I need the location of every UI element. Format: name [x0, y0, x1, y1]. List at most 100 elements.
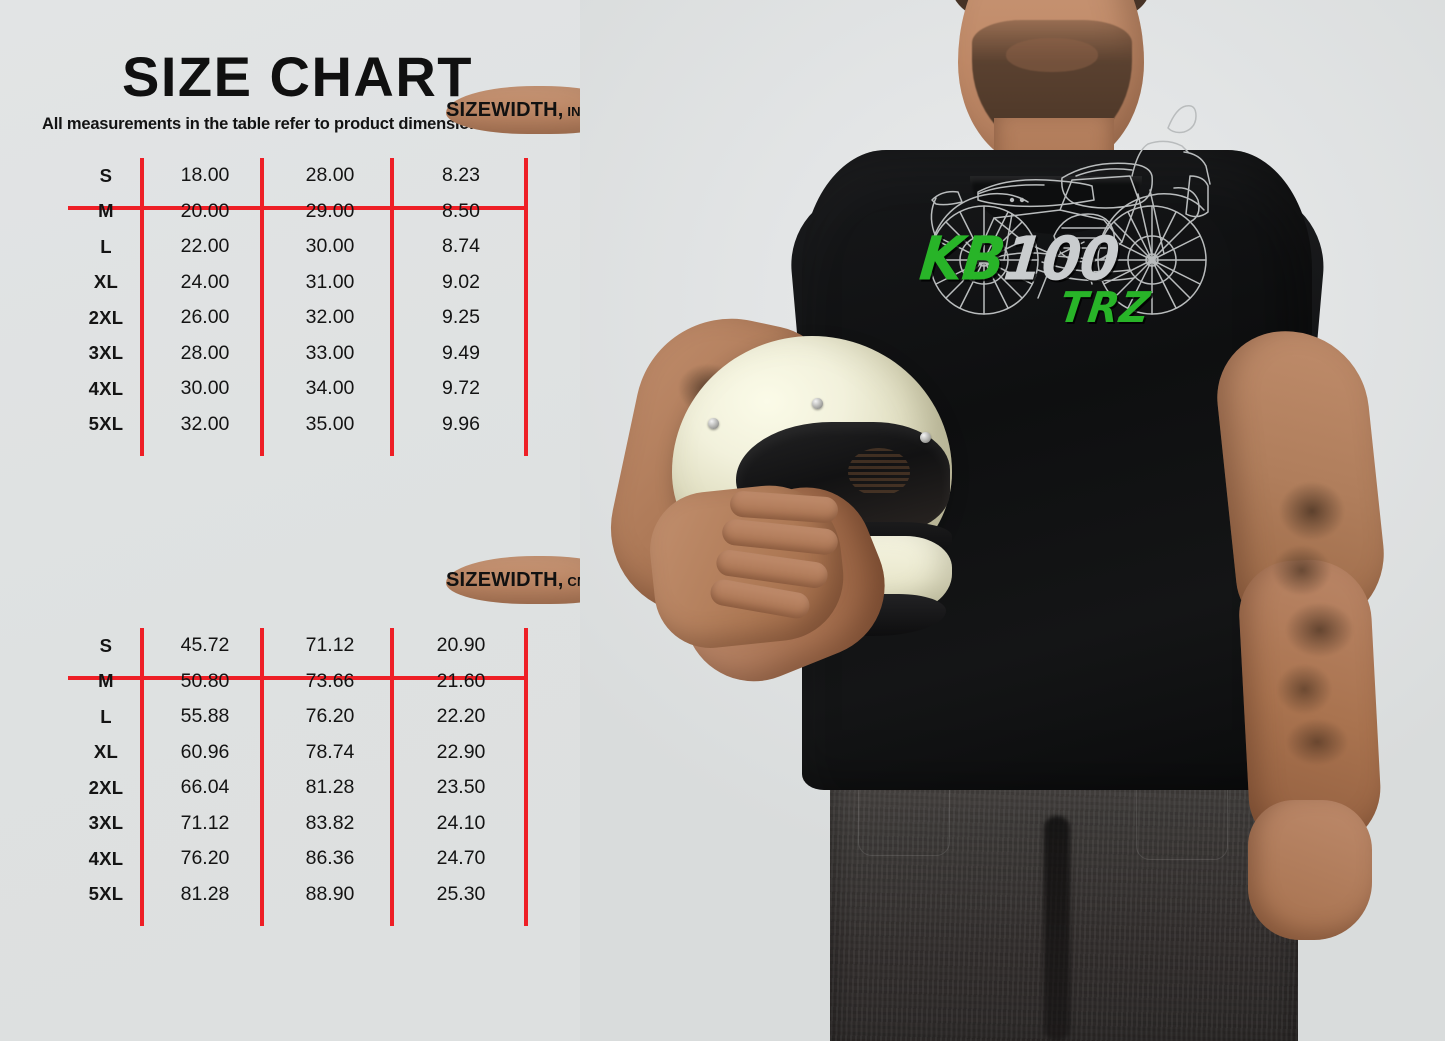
measurement-value: 24.10 [436, 811, 486, 834]
size-label: L [100, 705, 112, 727]
measurement-value: 18.00 [180, 164, 230, 187]
column-header: WIDTH, IN [491, 98, 581, 121]
table-row: 2XL 26.00 32.00 9.25 [68, 300, 528, 336]
model-jeans [830, 756, 1298, 1041]
table-row: L 55.88 76.20 22.20 [68, 699, 528, 735]
measurement-value: 73.66 [305, 669, 355, 692]
measurement-value: 24.70 [436, 847, 486, 870]
model-hand-right [1248, 800, 1372, 940]
size-label: XL [93, 271, 119, 293]
helmet-rivet [812, 398, 823, 409]
measurement-value: 55.88 [180, 705, 230, 728]
table-row: 5XL 32.00 35.00 9.96 [68, 407, 528, 443]
page-title: SIZE CHART [122, 45, 473, 108]
helmet-rivet [920, 432, 931, 443]
size-label: 3XL [88, 342, 124, 364]
measurement-value: 32.00 [180, 412, 230, 435]
measurement-value: 81.28 [180, 882, 230, 905]
size-label: 3XL [88, 812, 124, 834]
size-label: L [100, 235, 112, 257]
measurement-value: 35.00 [305, 412, 355, 435]
measurement-value: 22.00 [180, 235, 230, 258]
measurement-value: 9.96 [442, 412, 480, 435]
jeans-pocket [858, 780, 950, 856]
measurement-value: 76.20 [305, 705, 355, 728]
measurement-value: 66.04 [180, 776, 230, 799]
table-row: 4XL 76.20 86.36 24.70 [68, 841, 528, 877]
table-row: M 20.00 29.00 8.50 [68, 194, 528, 230]
size-label: 2XL [88, 776, 124, 798]
measurement-value: 71.12 [180, 811, 230, 834]
table-row: 2XL 66.04 81.28 23.50 [68, 770, 528, 806]
shirt-logo-kb: KB [916, 224, 1008, 295]
shirt-logo-main: KB100 [916, 224, 1121, 294]
measurement-value: 31.00 [305, 270, 355, 293]
measurement-value: 30.00 [305, 235, 355, 258]
measurement-value: 26.00 [180, 306, 230, 329]
measurement-value: 20.00 [180, 199, 230, 222]
measurement-value: 45.72 [180, 634, 230, 657]
measurement-value: 9.25 [442, 306, 480, 329]
measurement-value: 60.96 [180, 740, 230, 763]
size-label: 5XL [88, 883, 124, 905]
column-header: SIZE [446, 98, 492, 121]
measurement-value: 34.00 [305, 377, 355, 400]
size-label: S [99, 164, 113, 186]
table-row: M 50.80 73.66 21.60 [68, 664, 528, 700]
measurement-value: 83.82 [305, 811, 355, 834]
size-label: S [99, 634, 113, 656]
chart-subtitle: All measurements in the table refer to p… [42, 115, 493, 133]
measurement-value: 8.23 [442, 164, 480, 187]
table-row: 3XL 28.00 33.00 9.49 [68, 336, 528, 372]
size-label: M [98, 200, 114, 222]
measurement-value: 9.72 [442, 377, 480, 400]
size-chart-panel: SIZE CHART All measurements in the table… [0, 0, 812, 1041]
jeans-seam [1044, 816, 1070, 1041]
motorcycle-line-art-icon [916, 92, 1222, 352]
table-row: S 18.00 28.00 8.23 [68, 158, 528, 194]
shirt-logo-tagline: TRZ [1056, 283, 1154, 333]
measurement-value: 29.00 [305, 199, 355, 222]
measurement-value: 76.20 [180, 847, 230, 870]
measurement-value: 20.90 [436, 634, 486, 657]
measurement-value: 9.49 [442, 341, 480, 364]
measurement-value: 22.90 [436, 740, 486, 763]
measurement-value: 9.02 [442, 270, 480, 293]
size-label: 5XL [88, 413, 124, 435]
model-tattoo-right [1248, 478, 1376, 808]
measurement-value: 32.00 [305, 306, 355, 329]
table-row: 3XL 71.12 83.82 24.10 [68, 806, 528, 842]
size-label: XL [93, 741, 119, 763]
column-header-unit: IN [563, 103, 581, 119]
measurement-value: 30.00 [180, 377, 230, 400]
measurement-value: 28.00 [305, 164, 355, 187]
table-row: L 22.00 30.00 8.74 [68, 229, 528, 265]
measurement-value: 8.50 [442, 199, 480, 222]
size-label: 2XL [88, 306, 124, 328]
table-row: 5XL 81.28 88.90 25.30 [68, 877, 528, 913]
measurement-value: 81.28 [305, 776, 355, 799]
measurement-value: 8.74 [442, 235, 480, 258]
table-row: S 45.72 71.12 20.90 [68, 628, 528, 664]
measurement-value: 50.80 [180, 669, 230, 692]
helmet-rivet [708, 418, 719, 429]
measurement-value: 78.74 [305, 740, 355, 763]
column-header: WIDTH, CM [491, 568, 588, 591]
measurement-value: 25.30 [436, 882, 486, 905]
measurement-value: 88.90 [305, 882, 355, 905]
column-header: SIZE [446, 568, 492, 591]
measurement-value: 24.00 [180, 270, 230, 293]
measurement-value: 23.50 [436, 776, 486, 799]
table-row: 4XL 30.00 34.00 9.72 [68, 371, 528, 407]
measurement-value: 22.20 [436, 705, 486, 728]
measurement-value: 33.00 [305, 341, 355, 364]
size-label: 4XL [88, 847, 124, 869]
size-label: 4XL [88, 377, 124, 399]
measurement-value: 28.00 [180, 341, 230, 364]
product-photo: KB100 TRZ [580, 0, 1445, 1041]
